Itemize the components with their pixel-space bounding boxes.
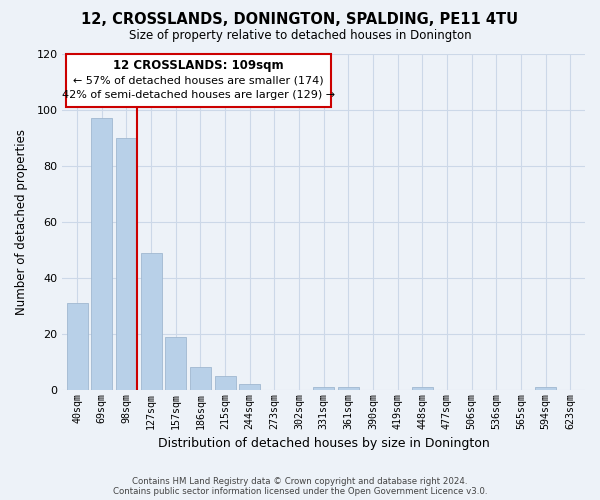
Bar [91,118,112,390]
Text: 12 CROSSLANDS: 109sqm: 12 CROSSLANDS: 109sqm [113,59,284,72]
Y-axis label: Number of detached properties: Number of detached properties [15,129,28,315]
Bar [313,387,334,390]
Bar [190,368,211,390]
Text: Size of property relative to detached houses in Donington: Size of property relative to detached ho… [128,29,472,42]
Bar [140,252,161,390]
Bar [535,387,556,390]
Text: ← 57% of detached houses are smaller (174): ← 57% of detached houses are smaller (17… [73,76,324,86]
FancyBboxPatch shape [66,54,331,107]
Bar [165,336,186,390]
Text: Contains HM Land Registry data © Crown copyright and database right 2024.: Contains HM Land Registry data © Crown c… [132,477,468,486]
Bar [412,387,433,390]
Text: 42% of semi-detached houses are larger (129) →: 42% of semi-detached houses are larger (… [62,90,335,101]
Bar [338,387,359,390]
Bar [67,303,88,390]
Bar [116,138,137,390]
Bar [215,376,236,390]
Bar [239,384,260,390]
Text: 12, CROSSLANDS, DONINGTON, SPALDING, PE11 4TU: 12, CROSSLANDS, DONINGTON, SPALDING, PE1… [82,12,518,28]
Text: Contains public sector information licensed under the Open Government Licence v3: Contains public sector information licen… [113,487,487,496]
X-axis label: Distribution of detached houses by size in Donington: Distribution of detached houses by size … [158,437,490,450]
